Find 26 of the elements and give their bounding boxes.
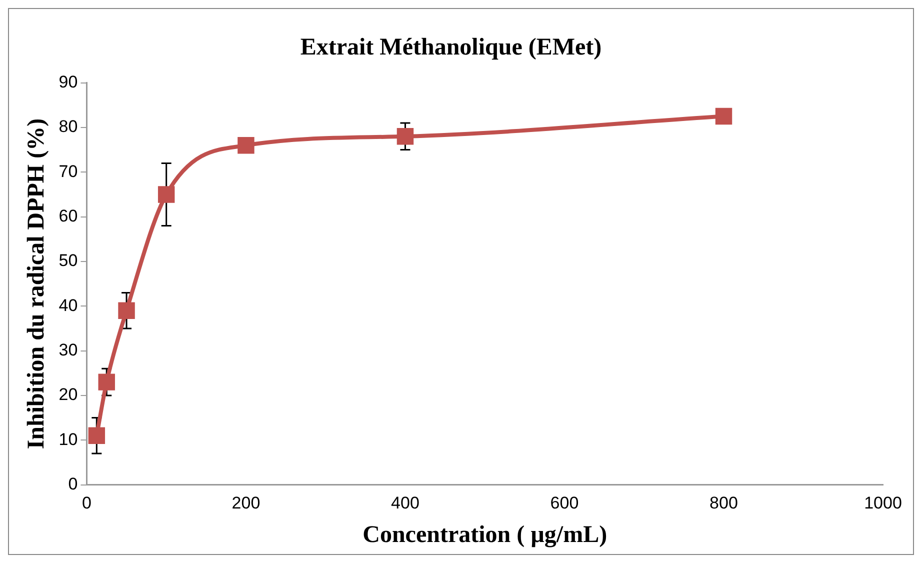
x-tick-label: 400 bbox=[391, 494, 420, 513]
y-tick-label: 70 bbox=[58, 162, 78, 181]
y-tick-label: 0 bbox=[68, 474, 78, 494]
x-tick-label: 800 bbox=[710, 494, 738, 513]
x-tick-label: 200 bbox=[232, 494, 260, 513]
y-tick-label: 80 bbox=[58, 117, 78, 136]
point bbox=[715, 108, 732, 125]
x-axis-title: Concentration ( µg/mL) bbox=[362, 522, 608, 548]
point bbox=[238, 136, 254, 154]
x-tick-label: 0 bbox=[82, 494, 92, 513]
x-tick-label: 600 bbox=[550, 494, 579, 513]
x-tick-label: 1000 bbox=[864, 494, 902, 513]
y-tick-label: 40 bbox=[58, 296, 78, 315]
point bbox=[158, 186, 175, 203]
y-tick-label: 30 bbox=[58, 340, 78, 360]
y-tick-label: 90 bbox=[58, 72, 78, 92]
y-axis-title: Inhibition du radical DPPH (%) bbox=[24, 118, 50, 450]
y-tick-label: 10 bbox=[58, 430, 78, 449]
y-tick-label: 60 bbox=[58, 206, 78, 226]
point bbox=[98, 374, 115, 390]
point bbox=[396, 128, 414, 145]
y-tick-label: 20 bbox=[58, 385, 78, 404]
y-tick-label: 50 bbox=[58, 251, 78, 270]
point bbox=[88, 427, 106, 444]
point bbox=[118, 302, 135, 319]
chart-title: Extrait Méthanolique (EMet) bbox=[300, 34, 602, 61]
